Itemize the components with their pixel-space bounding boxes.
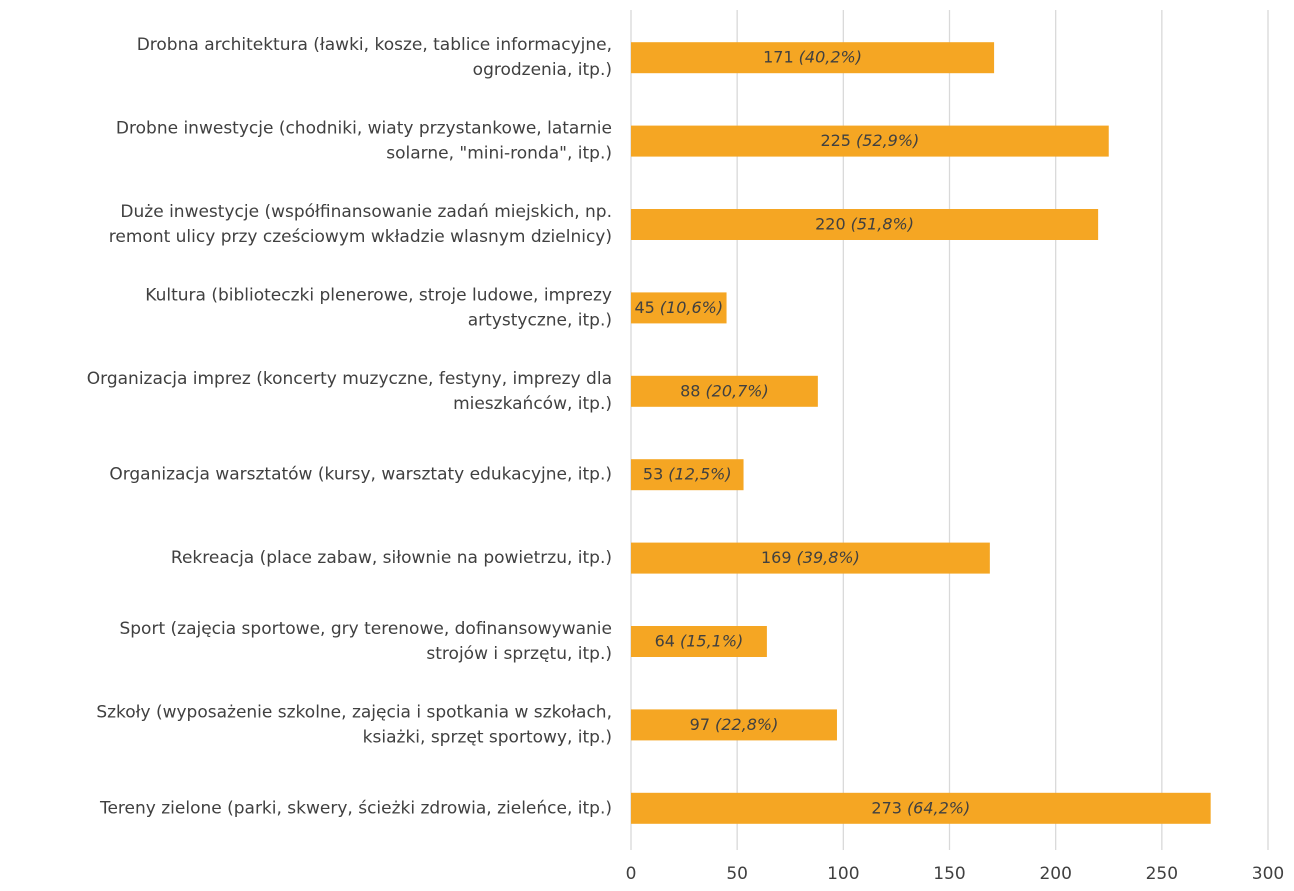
value-label: 171 [763, 47, 794, 66]
percent-label: (64,2%) [907, 798, 970, 817]
data-label: 273 (64,2%) [871, 798, 970, 817]
category-label: Duże inwestycje (współfinansowanie zadań… [120, 202, 612, 222]
value-label: 225 [820, 131, 851, 150]
category-label: mieszkańców, itp.) [453, 394, 612, 414]
x-tick-label: 200 [1039, 864, 1071, 884]
data-label: 169 (39,8%) [761, 548, 860, 567]
bar [631, 626, 767, 657]
category-label: remont ulicy przy cześciowym wkładzie wl… [109, 227, 612, 247]
category-label: Sport (zajęcia sportowe, gry terenowe, d… [119, 619, 612, 639]
category-label: Drobne inwestycje (chodniki, wiaty przys… [116, 119, 612, 139]
category-label: artystyczne, itp.) [468, 310, 612, 330]
category-label: solarne, "mini-ronda", itp.) [386, 144, 612, 164]
bar [631, 542, 990, 574]
category-label: Drobna architektura (ławki, kosze, tabli… [137, 35, 612, 55]
percent-label: (39,8%) [797, 548, 860, 567]
bar [631, 292, 727, 324]
data-label: 45 (10,6%) [634, 297, 723, 316]
percent-label: (51,8%) [851, 214, 914, 233]
data-label: 220 (51,8%) [815, 214, 914, 233]
value-label: 220 [815, 214, 846, 233]
bar [631, 375, 818, 407]
category-label: ksiażki, sprzęt sportowy, itp.) [363, 727, 612, 747]
value-label: 97 [690, 714, 710, 733]
bar [631, 42, 995, 74]
percent-label: (40,2%) [799, 47, 862, 66]
x-tick-label: 300 [1252, 864, 1284, 884]
category-label: ogrodzenia, itp.) [473, 60, 612, 80]
category-label: Rekreacja (place zabaw, siłownie na powi… [171, 548, 612, 568]
bar [631, 125, 1109, 157]
value-label: 53 [643, 464, 663, 483]
percent-label: (52,9%) [856, 131, 919, 150]
bar [631, 709, 837, 741]
x-tick-label: 100 [827, 864, 859, 884]
x-tick-label: 150 [933, 864, 965, 884]
x-tick-label: 0 [626, 864, 637, 884]
percent-label: (10,6%) [660, 297, 723, 316]
data-label: 88 (20,7%) [680, 381, 769, 400]
data-label: 53 (12,5%) [643, 464, 732, 483]
percent-label: (22,8%) [715, 714, 778, 733]
percent-label: (12,5%) [668, 464, 731, 483]
category-label: Organizacja imprez (koncerty muzyczne, f… [87, 369, 612, 389]
value-label: 273 [871, 798, 902, 817]
bar [631, 209, 1099, 240]
value-label: 169 [761, 548, 792, 567]
category-label: Organizacja warsztatów (kursy, warsztaty… [109, 465, 612, 485]
category-label: Szkoły (wyposażenie szkolne, zajęcia i s… [96, 702, 612, 722]
data-label: 171 (40,2%) [763, 47, 862, 66]
percent-label: (20,7%) [705, 381, 768, 400]
category-label: Tereny zielone (parki, skwery, ścieżki z… [99, 798, 612, 818]
bar [631, 459, 744, 491]
category-label: strojów i sprzętu, itp.) [426, 644, 612, 664]
data-label: 225 (52,9%) [820, 131, 919, 150]
value-label: 45 [634, 297, 654, 316]
data-label: 97 (22,8%) [690, 714, 779, 733]
bar [631, 792, 1211, 824]
data-label: 64 (15,1%) [655, 631, 744, 650]
value-label: 64 [655, 631, 675, 650]
value-label: 88 [680, 381, 700, 400]
x-tick-label: 250 [1146, 864, 1178, 884]
category-label: Kultura (biblioteczki plenerowe, stroje … [145, 285, 612, 305]
x-tick-label: 50 [726, 864, 748, 884]
percent-label: (15,1%) [680, 631, 743, 650]
